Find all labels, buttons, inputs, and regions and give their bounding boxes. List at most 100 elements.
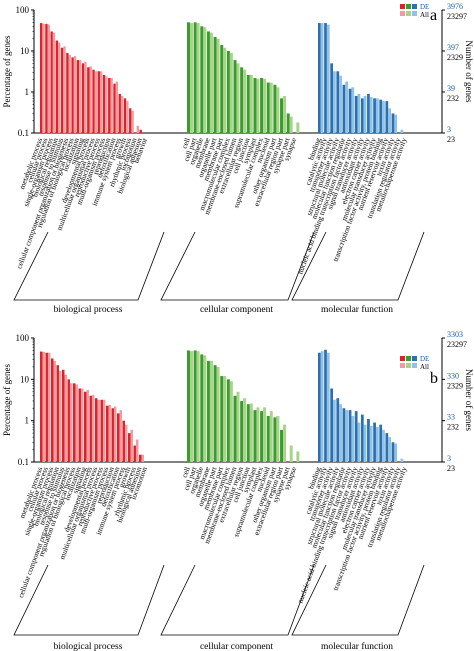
p1-bar-all-mf	[320, 23, 324, 134]
p1-bar-all-cc	[269, 82, 273, 133]
p1-bar-de-cc	[286, 113, 290, 133]
p1-legend-label-de: DE	[420, 3, 429, 11]
p1-bar-de-cc	[273, 84, 277, 133]
p2-bar-all-bp	[141, 454, 144, 462]
p2-bar-all-mf	[320, 351, 324, 462]
p1-bar-all-cc	[216, 38, 220, 133]
p1-right-tick-all: 232	[447, 94, 459, 103]
p1-right-tick-de: 397	[447, 43, 459, 52]
p2-bar-de-mf	[324, 349, 327, 462]
p1-bar-de-bp	[129, 108, 132, 133]
p1-bar-all-cc	[243, 69, 247, 133]
p2-bar-all-bp	[86, 390, 89, 462]
p1-bar-all-cc	[203, 27, 207, 133]
p2-right-tick-all: 232	[447, 423, 459, 432]
p1-bar-de-cc	[206, 31, 210, 134]
p1-bar-all-mf	[388, 108, 391, 133]
p1-group-label: cellular component	[200, 305, 273, 315]
p2-bar-all-bp	[108, 404, 111, 462]
p1-bar-all-bp	[136, 125, 139, 133]
p1-bar-all-bp	[58, 42, 61, 133]
p1-bar-de-cc	[246, 74, 250, 133]
p1-bar-all-bp	[47, 24, 50, 134]
p1-bar-all-mf	[357, 93, 361, 133]
p1-bar-all-mf	[382, 101, 385, 133]
p1-bar-all-mf	[369, 97, 373, 133]
p2-bar-all-cc	[243, 398, 247, 462]
p1-bar-all-cc	[249, 74, 253, 133]
p1-right-tick-all: 23297	[447, 12, 467, 21]
p1-bar-de-bp	[40, 23, 43, 134]
p2-bar-all-cc	[289, 445, 293, 462]
p2-bar-all-mf	[333, 399, 336, 462]
p2-right-tick-de: 3	[447, 454, 451, 463]
p2-legend-swatch-all	[412, 363, 417, 368]
p2-bar-all-mf	[394, 443, 398, 462]
p2-legend-label-all: All	[420, 363, 429, 371]
p2-bar-all-cc	[269, 411, 273, 462]
p2-bar-de-cc	[240, 400, 244, 462]
p2-bar-all-mf	[357, 422, 361, 462]
p2-legend-swatch-all	[400, 363, 405, 368]
p1-bar-all-cc	[283, 95, 287, 133]
p1-right-tick-de: 3976	[447, 2, 463, 11]
p1-bar-all-mf	[363, 95, 367, 133]
p1-panel-label: a	[430, 7, 437, 24]
p2-bar-all-cc	[229, 381, 233, 462]
p1-group-label: molecular function	[321, 304, 393, 315]
p2-bar-all-cc	[216, 366, 220, 462]
p2-group-bracket	[13, 564, 165, 636]
p1-right-tick-all: 23	[447, 135, 455, 144]
p1-bar-de-cc	[220, 45, 224, 133]
p2-bar-de-cc	[200, 354, 204, 462]
p2-bar-de-cc	[226, 379, 230, 462]
p1-bar-de-bp	[102, 74, 106, 133]
p1-bar-de-bp	[139, 129, 142, 133]
p2-bar-de-bp	[78, 388, 81, 462]
p1-bar-all-bp	[94, 71, 98, 133]
p2-bar-de-mf	[318, 352, 321, 462]
p2-y-axis-title: Percentage of genes	[2, 364, 12, 436]
p1-bar-all-cc	[209, 32, 213, 133]
p1-group-bracket	[13, 231, 165, 301]
p1-bar-de-bp	[123, 98, 127, 133]
p1-legend-label-all: All	[420, 11, 429, 19]
p2-bar-all-cc	[283, 424, 287, 462]
p2-group-bracket	[291, 564, 425, 636]
p2-bar-all-cc	[249, 403, 253, 462]
p2-group-label: molecular function	[321, 641, 393, 651]
p1-bar-all-mf	[333, 71, 336, 133]
p2-bar-all-cc	[263, 407, 267, 462]
p1-bar-de-cc	[280, 98, 284, 133]
p1-right-tick-all: 2329	[447, 53, 463, 62]
p2-bar-de-bp	[45, 352, 48, 462]
p1-legend-swatch-de	[406, 4, 411, 9]
p2-bar-all-cc	[236, 391, 240, 462]
p1-bar-de-bp	[50, 31, 53, 134]
p2-y-tick-label: 0.1	[18, 457, 29, 467]
p1-bar-all-mf	[375, 98, 379, 133]
p1-bar-all-cc	[189, 23, 193, 134]
p2-bar-all-bp	[53, 360, 56, 462]
p1-y-tick-label: 1	[25, 87, 30, 97]
p2-bar-all-bp	[58, 370, 62, 462]
p1-bar-de-cc	[240, 67, 244, 133]
p2-bar-de-mf	[348, 410, 352, 462]
p1-bar-all-bp	[63, 46, 66, 133]
p2-bar-de-bp	[56, 365, 59, 462]
p1-bar-de-mf	[373, 98, 376, 133]
p2-bar-de-mf	[379, 424, 383, 462]
p2-bar-de-bp	[122, 420, 125, 462]
p2-bar-de-cc	[260, 411, 264, 462]
p2-bar-all-cc	[189, 351, 193, 462]
p2-bar-all-cc	[276, 415, 280, 462]
p2-bar-all-bp	[130, 429, 133, 462]
p2-bar-de-bp	[84, 391, 87, 462]
p1-bar-all-bp	[79, 60, 82, 134]
p2-y-tick-label: 1	[25, 416, 30, 426]
p2-bar-all-cc	[209, 360, 213, 462]
p2-bar-de-mf	[330, 388, 334, 462]
p1-bar-all-bp	[131, 110, 134, 133]
p2-bar-de-mf	[385, 433, 389, 462]
p2-legend-swatch-de	[406, 356, 411, 361]
